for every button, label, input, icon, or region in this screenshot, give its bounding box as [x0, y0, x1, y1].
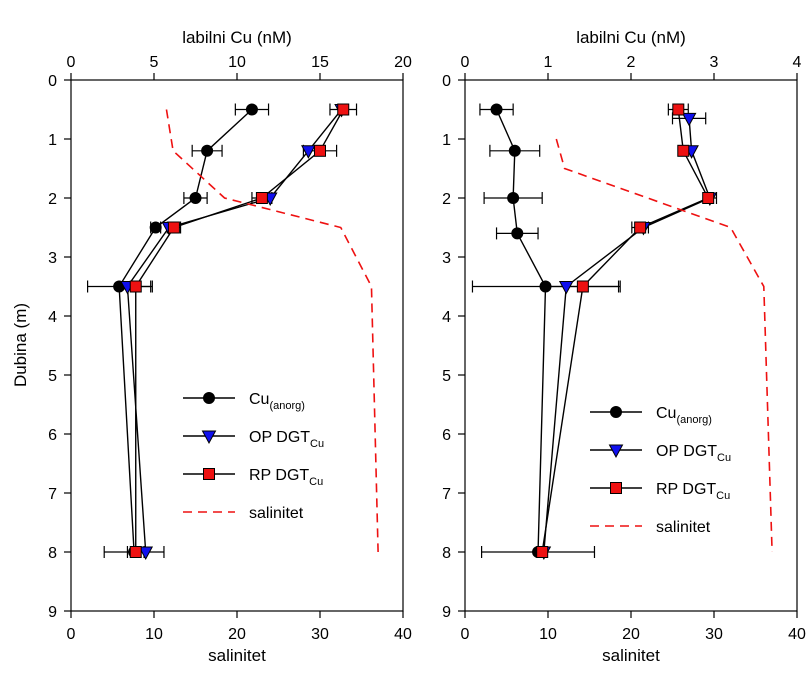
data-point-circle [511, 227, 524, 240]
y-axis-tick-label: 2 [442, 191, 451, 208]
data-point-circle [189, 192, 202, 204]
data-point-square [576, 280, 589, 293]
data-point-square [677, 144, 690, 157]
data-point-square [167, 221, 180, 234]
top-axis-tick-label: 20 [394, 54, 412, 71]
series-line-salinitet [555, 138, 773, 553]
bottom-axis-tick-label: 20 [622, 626, 640, 643]
y-axis-tick-label: 7 [48, 486, 57, 503]
data-point-square [672, 103, 685, 116]
y-axis-tick-label: 4 [442, 309, 451, 326]
bottom-axis-tick-label: 30 [311, 626, 329, 643]
data-point-triangle [138, 546, 154, 561]
chart-panel-2: 0 1 2 3 4 labilni Cu (nM) 0 10 20 30 40 salinitet 0 1… [442, 28, 806, 665]
legend-label: OP DGTCu [656, 443, 731, 464]
y-axis-tick-label: 3 [48, 250, 57, 267]
y-axis-tick-label: 8 [48, 545, 57, 562]
series-line-cu [495, 109, 547, 553]
data-point-square [314, 144, 326, 157]
y-axis-tick-label: 5 [442, 368, 451, 385]
data-point-circle [201, 144, 214, 157]
top-axis-tick-label: 0 [461, 54, 470, 71]
top-axis-tick-label: 10 [228, 54, 246, 71]
legend-marker-square [610, 482, 622, 494]
data-point-square [129, 280, 142, 293]
bottom-axis-tick-label: 10 [539, 626, 557, 643]
legend: Cu(anorg) OP DGTCu RP DGTCu salinitet [590, 405, 731, 536]
data-point-square [536, 546, 549, 558]
bottom-axis-label: salinitet [208, 646, 266, 665]
data-point-triangle [558, 281, 574, 295]
data-point-circle [490, 103, 503, 116]
bottom-axis-tick-label: 20 [228, 626, 246, 643]
legend-marker-circle [203, 392, 215, 404]
legend-label: RP DGTCu [656, 481, 730, 502]
data-point-triangle [301, 145, 316, 159]
legend-label: salinitet [249, 505, 304, 522]
data-point-circle [508, 144, 521, 157]
legend-label: Cu(anorg) [249, 391, 305, 412]
data-point-square [255, 192, 268, 204]
y-axis-tick-label: 4 [48, 309, 57, 326]
top-axis-tick-label: 15 [311, 54, 329, 71]
y-axis-tick-label: 9 [48, 604, 57, 621]
y-axis-tick-label: 5 [48, 368, 57, 385]
data-point-square [129, 546, 142, 558]
legend-marker-square [203, 468, 215, 480]
data-point-circle [149, 221, 162, 234]
top-axis-tick-label: 3 [710, 54, 719, 71]
data-point-circle [539, 280, 552, 293]
top-axis-tick-label: 4 [793, 54, 802, 71]
legend-marker-triangle [608, 444, 624, 459]
bottom-axis-tick-label: 40 [394, 626, 412, 643]
y-axis-tick-label: 8 [442, 545, 451, 562]
legend-marker-triangle [201, 430, 217, 445]
top-axis-tick-label: 1 [544, 54, 553, 71]
top-axis-label: labilni Cu (nM) [576, 28, 686, 47]
bottom-axis-tick-label: 0 [67, 626, 76, 643]
bottom-axis-tick-label: 10 [145, 626, 163, 643]
y-axis-tick-label: 3 [442, 250, 451, 267]
data-point-triangle [681, 112, 697, 127]
top-axis-tick-label: 5 [150, 54, 159, 71]
plot-frame [70, 79, 404, 612]
legend-marker-circle [610, 406, 622, 418]
legend: Cu(anorg) OP DGTCu RP DGTCu salinitet [183, 391, 324, 522]
y-axis-tick-label: 7 [442, 486, 451, 503]
y-axis-tick-label: 6 [442, 427, 451, 444]
bottom-axis-tick-label: 30 [705, 626, 723, 643]
legend-label: RP DGTCu [249, 467, 323, 488]
series-line-rp-dgt [541, 109, 710, 553]
y-axis-label: Dubina (m) [11, 303, 30, 387]
legend-label: OP DGTCu [249, 429, 324, 450]
data-point-circle [245, 103, 258, 116]
y-axis-tick-label: 9 [442, 604, 451, 621]
y-axis-tick-label: 0 [48, 73, 57, 90]
y-axis-tick-label: 2 [48, 191, 57, 208]
y-axis-tick-label: 1 [48, 132, 57, 149]
data-point-square [337, 103, 350, 116]
top-axis-tick-label: 2 [627, 54, 636, 71]
series-line-cu [118, 108, 253, 553]
top-axis-label: labilni Cu (nM) [182, 28, 292, 47]
top-axis-tick-label: 0 [67, 54, 76, 71]
data-point-square [702, 192, 715, 204]
y-axis-tick-label: 1 [442, 132, 451, 149]
bottom-axis-tick-label: 40 [788, 626, 806, 643]
data-point-square [634, 221, 647, 234]
bottom-axis-tick-label: 0 [461, 626, 470, 643]
data-point-circle [507, 192, 520, 204]
bottom-axis-label: salinitet [602, 646, 660, 665]
legend-label: Cu(anorg) [656, 405, 712, 426]
y-axis-tick-label: 0 [442, 73, 451, 90]
y-axis-tick-label: 6 [48, 427, 57, 444]
legend-label: salinitet [656, 519, 711, 536]
series-line-salinitet [165, 109, 379, 553]
series-line-rp-dgt [135, 109, 344, 552]
